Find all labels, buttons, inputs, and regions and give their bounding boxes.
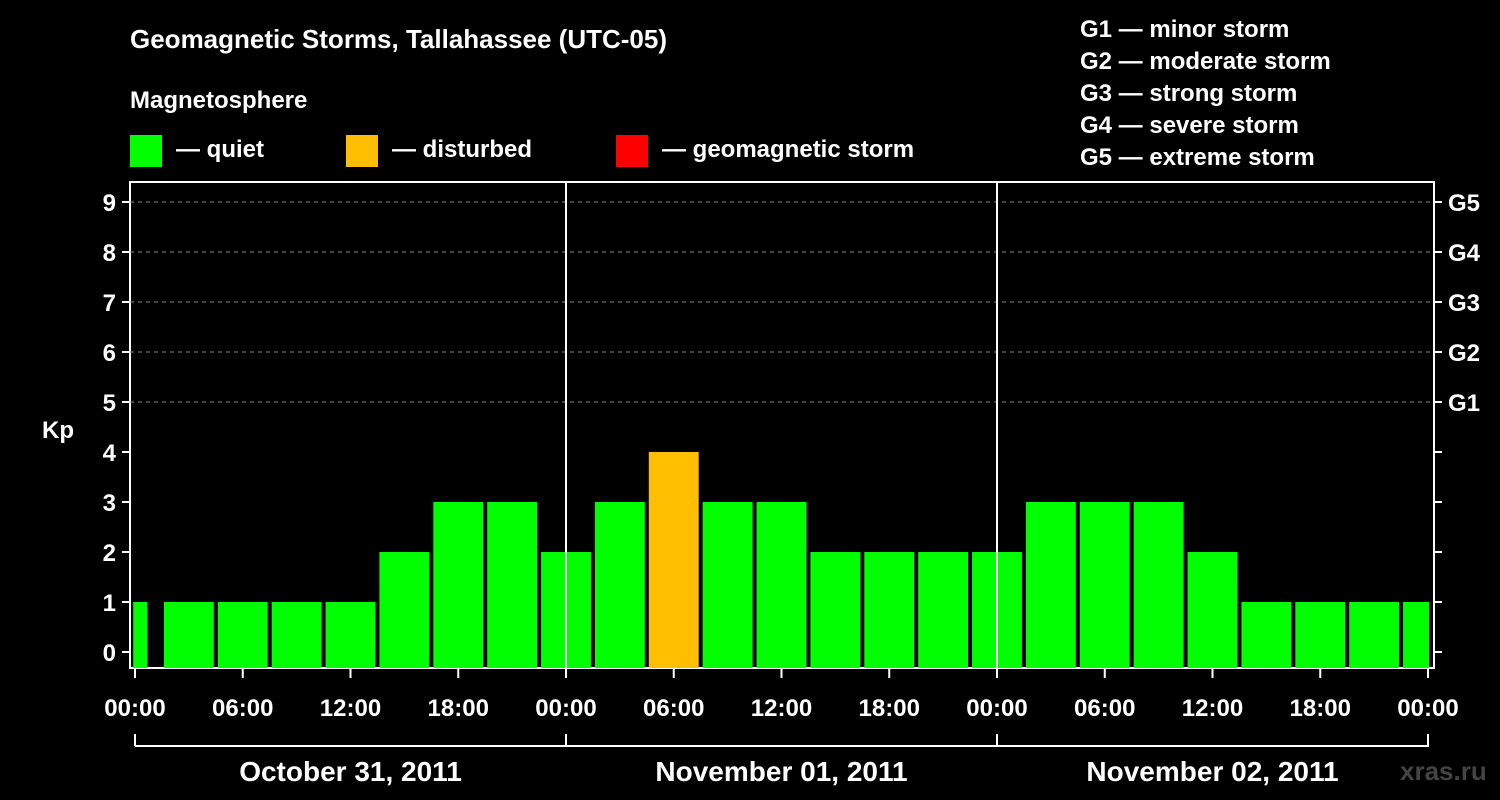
bar-10 xyxy=(648,452,699,668)
x-tick-label-8: 00:00 xyxy=(966,695,1027,722)
bar-6 xyxy=(433,502,484,668)
bar-20 xyxy=(1187,552,1238,668)
x-tick-label-5: 06:00 xyxy=(643,695,704,722)
g-tick-label-g5: G5 xyxy=(1448,190,1480,217)
x-tick-label-3: 18:00 xyxy=(428,695,489,722)
bar-19 xyxy=(1133,502,1184,668)
legend-label-storm: — geomagnetic storm xyxy=(662,136,914,163)
y-tick-label-5: 5 xyxy=(103,390,116,417)
x-tick-label-7: 18:00 xyxy=(859,695,920,722)
bar-0 xyxy=(133,602,148,668)
g-scale-item-g1: G1 — minor storm xyxy=(1080,16,1289,43)
bar-22 xyxy=(1295,602,1346,668)
bar-9 xyxy=(594,502,645,668)
chart-title: Geomagnetic Storms, Tallahassee (UTC-05) xyxy=(130,24,667,54)
bar-4 xyxy=(325,602,376,668)
legend-label-disturbed: — disturbed xyxy=(392,136,532,163)
bar-12 xyxy=(756,502,807,668)
g-tick-label-g3: G3 xyxy=(1448,290,1480,317)
y-tick-label-4: 4 xyxy=(103,440,117,467)
legend-disturbed: — disturbed xyxy=(346,135,532,167)
legend-label-quiet: — quiet xyxy=(176,136,264,163)
y-axis-label: Kp xyxy=(42,417,74,444)
g-tick-label-g2: G2 xyxy=(1448,340,1480,367)
date-label-1: November 01, 2011 xyxy=(655,756,907,787)
bar-21 xyxy=(1241,602,1292,668)
plot-area: 0 1 2 3 4 5 6 7 8 9 G1 G2 G3 G4 G5 00:00 06:00 12:00 18:00… xyxy=(103,181,1481,787)
bar-23 xyxy=(1349,602,1400,668)
y-tick-label-3: 3 xyxy=(103,490,116,517)
date-label-0: October 31, 2011 xyxy=(239,756,462,787)
y-tick-label-7: 7 xyxy=(103,290,116,317)
bar-17 xyxy=(1025,502,1076,668)
bar-2 xyxy=(217,602,268,668)
x-tick-label-4: 00:00 xyxy=(535,695,596,722)
x-tick-label-0: 00:00 xyxy=(104,695,165,722)
y-tick-label-9: 9 xyxy=(103,190,116,217)
legend-storm: — geomagnetic storm xyxy=(616,135,914,167)
x-tick-label-10: 12:00 xyxy=(1182,695,1243,722)
g-tick-label-g1: G1 xyxy=(1448,390,1480,417)
x-tick-label-12: 00:00 xyxy=(1397,695,1458,722)
bar-15 xyxy=(918,552,969,668)
x-tick-label-11: 18:00 xyxy=(1290,695,1351,722)
bar-14 xyxy=(864,552,915,668)
y-tick-label-6: 6 xyxy=(103,340,116,367)
x-tick-label-6: 12:00 xyxy=(751,695,812,722)
x-tick-label-2: 12:00 xyxy=(320,695,381,722)
date-label-2: November 02, 2011 xyxy=(1086,756,1338,787)
g-scale-item-g2: G2 — moderate storm xyxy=(1080,48,1331,75)
y-tick-label-8: 8 xyxy=(103,240,116,267)
legend-swatch-storm xyxy=(616,135,648,167)
bar-11 xyxy=(702,502,753,668)
watermark: xras.ru xyxy=(1400,756,1487,786)
x-tick-label-1: 06:00 xyxy=(212,695,273,722)
bar-3 xyxy=(271,602,322,668)
g-scale-item-g4: G4 — severe storm xyxy=(1080,112,1299,139)
g-scale-item-g5: G5 — extreme storm xyxy=(1080,144,1315,171)
x-tick-label-9: 06:00 xyxy=(1074,695,1135,722)
legend-swatch-disturbed xyxy=(346,135,378,167)
g-scale-legend: G1 — minor storm G2 — moderate storm G3 … xyxy=(1080,16,1331,171)
y-tick-label-1: 1 xyxy=(103,590,116,617)
bar-24 xyxy=(1403,602,1429,668)
g-scale-item-g3: G3 — strong storm xyxy=(1080,80,1297,107)
bar-18 xyxy=(1079,502,1130,668)
bar-1 xyxy=(163,602,214,668)
y-tick-label-2: 2 xyxy=(103,540,116,567)
legend-quiet: — quiet xyxy=(130,135,264,167)
legend-swatch-quiet xyxy=(130,135,162,167)
legend-title: Magnetosphere xyxy=(130,87,307,114)
y-tick-label-0: 0 xyxy=(103,640,116,667)
bar-5 xyxy=(379,552,430,668)
g-tick-label-g4: G4 xyxy=(1448,240,1481,267)
bar-13 xyxy=(810,552,861,668)
bar-7 xyxy=(487,502,538,668)
